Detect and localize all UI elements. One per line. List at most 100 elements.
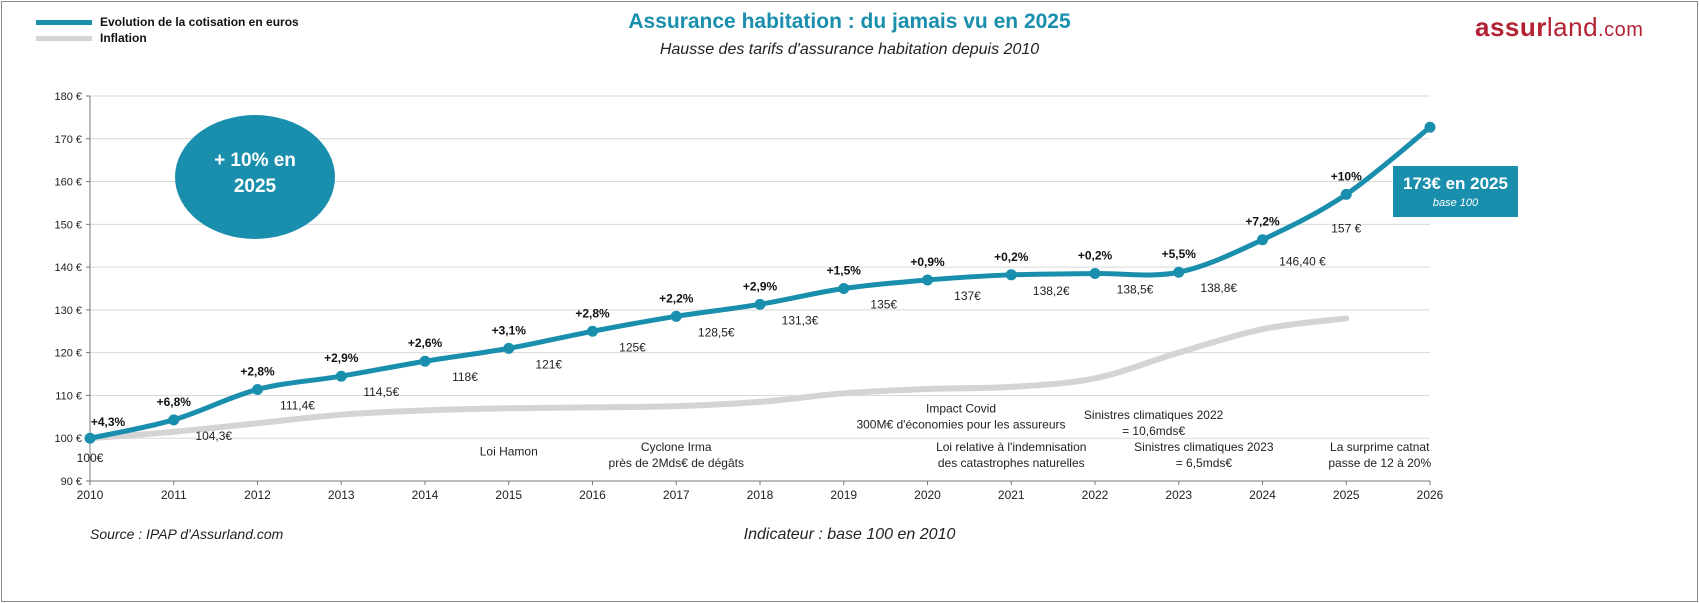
pct-label: +2,9% xyxy=(743,279,778,293)
pct-label: +2,9% xyxy=(324,351,359,365)
value-label: 138,5€ xyxy=(1117,283,1154,297)
callout-box: 173€ en 2025 base 100 xyxy=(1393,166,1518,217)
x-tick-label: 2020 xyxy=(914,488,941,502)
event-annotation: 300M€ d'économies pour les assureurs xyxy=(856,418,1065,432)
data-point xyxy=(1257,234,1268,246)
x-tick-label: 2010 xyxy=(77,488,104,502)
y-tick-label: 160 € xyxy=(54,177,82,189)
legend-swatch-inflation xyxy=(36,35,92,41)
value-label: 137€ xyxy=(954,289,981,303)
value-label: 111,4€ xyxy=(280,398,315,412)
legend-label: Inflation xyxy=(100,31,147,45)
event-annotation: passe de 12 à 20% xyxy=(1328,456,1431,470)
callout-main: 173€ en 2025 xyxy=(1403,174,1508,193)
value-label: 104,3€ xyxy=(195,429,232,443)
x-tick-label: 2015 xyxy=(495,488,522,502)
pct-label: +4,3% xyxy=(91,415,126,429)
pct-label: +0,9% xyxy=(910,255,945,269)
x-tick-label: 2013 xyxy=(328,488,355,502)
y-tick-label: 100 € xyxy=(54,433,82,445)
value-label: 121€ xyxy=(535,357,562,371)
callout-sub: base 100 xyxy=(1432,197,1479,209)
x-tick-label: 2017 xyxy=(663,488,690,502)
value-label: 157 € xyxy=(1331,221,1361,235)
legend: Evolution de la cotisation en euros Infl… xyxy=(36,14,299,46)
data-point xyxy=(1340,188,1352,200)
chart-subtitle: Hausse des tarifs d'assurance habitation… xyxy=(659,41,1040,58)
logo-part: .com xyxy=(1598,19,1644,41)
pct-label: +5,5% xyxy=(1162,247,1197,261)
pct-label: +6,8% xyxy=(157,395,192,409)
chart-title: Assurance habitation : du jamais vu en 2… xyxy=(628,10,1071,33)
y-tick-label: 110 € xyxy=(55,390,82,402)
value-label: 118€ xyxy=(452,370,478,384)
value-label: 131,3€ xyxy=(782,313,819,327)
y-tick-label: 120 € xyxy=(54,348,82,360)
event-annotation: La surprime catnat xyxy=(1330,440,1430,454)
value-label: 125€ xyxy=(619,340,646,354)
legend-item-cotisation: Evolution de la cotisation en euros xyxy=(36,14,299,30)
highlight-bubble xyxy=(175,115,335,239)
value-label: 135€ xyxy=(870,298,897,312)
y-tick-label: 180 € xyxy=(54,91,82,103)
event-annotation: Sinistres climatiques 2023 xyxy=(1134,440,1274,454)
x-tick-label: 2011 xyxy=(161,488,187,502)
assurland-logo: assurland.com xyxy=(1475,12,1643,43)
pct-label: +2,2% xyxy=(659,291,694,305)
x-tick-label: 2012 xyxy=(244,488,271,502)
data-point xyxy=(503,342,515,354)
legend-item-inflation: Inflation xyxy=(36,30,299,46)
pct-label: +0,2% xyxy=(1078,249,1113,263)
event-annotation: = 10,6mds€ xyxy=(1122,424,1185,438)
data-point xyxy=(754,298,766,310)
pct-label: +1,5% xyxy=(827,264,862,278)
source-note: Source : IPAP d'Assurland.com xyxy=(90,526,284,542)
x-tick-label: 2024 xyxy=(1249,488,1276,502)
x-tick-label: 2019 xyxy=(830,488,857,502)
event-annotation: Sinistres climatiques 2022 xyxy=(1084,408,1224,422)
event-annotation: des catastrophes naturelles xyxy=(938,456,1085,470)
event-annotation: = 6,5mds€ xyxy=(1176,456,1233,470)
inflation-line xyxy=(87,315,1350,442)
data-point xyxy=(1424,121,1436,133)
data-point xyxy=(1005,269,1017,281)
value-label: 138,2€ xyxy=(1033,284,1070,298)
data-point xyxy=(1089,268,1101,280)
x-tick-label: 2016 xyxy=(579,488,606,502)
bubble-text: + 10% en xyxy=(214,150,296,171)
data-point xyxy=(335,370,347,382)
x-tick-label: 2022 xyxy=(1082,488,1109,502)
value-label: 146,40 € xyxy=(1279,255,1326,269)
y-tick-label: 90 € xyxy=(61,476,82,488)
pct-label: +7,2% xyxy=(1245,215,1280,229)
data-point xyxy=(168,414,180,426)
event-annotation: Cyclone Irma xyxy=(641,440,712,454)
data-point xyxy=(587,325,598,337)
x-tick-label: 2021 xyxy=(998,488,1025,502)
event-annotation: près de 2Mds€ de dégâts xyxy=(609,456,744,470)
event-annotation: Loi Hamon xyxy=(480,444,538,458)
bubble-text: 2025 xyxy=(234,176,277,197)
logo-part: land xyxy=(1546,12,1599,42)
x-tick-label: 2014 xyxy=(412,488,439,502)
data-point xyxy=(252,383,263,395)
pct-label: +0,2% xyxy=(994,250,1029,264)
y-tick-label: 150 € xyxy=(54,219,82,231)
y-tick-label: 170 € xyxy=(54,134,82,146)
data-point xyxy=(838,283,850,294)
x-tick-label: 2018 xyxy=(747,488,774,502)
data-point xyxy=(922,274,933,286)
x-tick-label: 2023 xyxy=(1165,488,1192,502)
value-label: 114,5€ xyxy=(363,385,399,399)
data-point xyxy=(1173,266,1185,278)
data-point xyxy=(670,310,682,322)
x-tick-label: 2026 xyxy=(1417,488,1444,502)
pct-label: +2,8% xyxy=(575,306,610,320)
logo-part: assur xyxy=(1475,12,1547,42)
event-annotation: Loi relative à l'indemnisation xyxy=(936,440,1086,454)
x-tick-label: 2025 xyxy=(1333,488,1360,502)
value-label: 128,5€ xyxy=(698,325,735,339)
legend-label: Evolution de la cotisation en euros xyxy=(100,15,299,29)
